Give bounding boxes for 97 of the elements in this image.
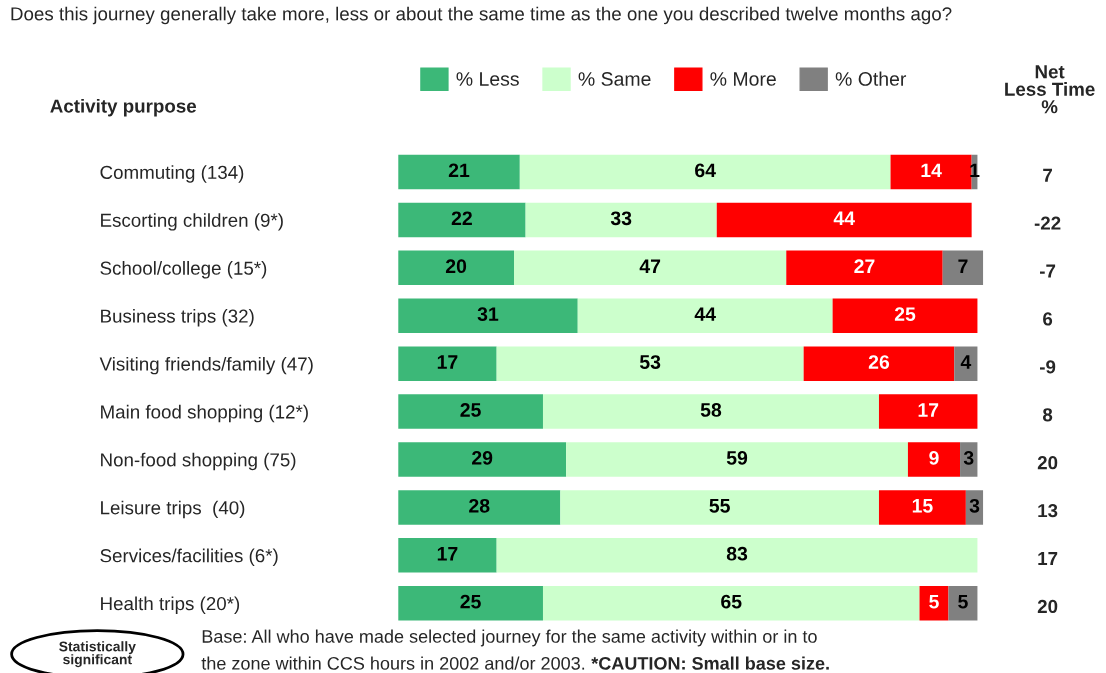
data-label: 44 bbox=[833, 211, 855, 225]
bar bbox=[398, 586, 543, 621]
bar bbox=[398, 298, 578, 334]
bar bbox=[398, 538, 497, 573]
data-label: 20 bbox=[445, 259, 467, 274]
y-tick-label: Business trips (32) bbox=[101, 308, 254, 327]
y-tick-label: Health trips (20*) bbox=[101, 596, 240, 614]
y-tick-label: Leisure trips (40) bbox=[101, 500, 245, 519]
data-label: 17 bbox=[437, 355, 458, 369]
data-label: 53 bbox=[639, 355, 661, 369]
bar bbox=[514, 250, 787, 286]
bar bbox=[560, 490, 879, 525]
data-label: 25 bbox=[894, 307, 916, 321]
data-label: 58 bbox=[700, 403, 722, 417]
chart-title: Does this journey generally take more, less or about the same time as the one you described twelve months ago? bbox=[11, 6, 952, 25]
data-label: 25 bbox=[460, 594, 481, 609]
bar bbox=[942, 250, 984, 286]
legend-label: % Less bbox=[456, 72, 519, 86]
data-label: 31 bbox=[477, 307, 499, 322]
bar bbox=[496, 346, 804, 381]
data-label: 64 bbox=[695, 163, 716, 178]
bar bbox=[542, 586, 920, 621]
data-label: 17 bbox=[437, 547, 458, 561]
bar bbox=[398, 394, 543, 429]
text: 8 bbox=[1042, 408, 1053, 422]
data-label: 14 bbox=[921, 163, 942, 178]
data-label: 3 bbox=[969, 498, 980, 513]
data-label: 3 bbox=[963, 450, 974, 465]
legend-label: % More bbox=[710, 72, 776, 86]
bar bbox=[398, 154, 520, 190]
data-label: 17 bbox=[918, 403, 939, 417]
data-label: 7 bbox=[958, 259, 968, 273]
text: -22 bbox=[1034, 216, 1061, 230]
data-label: 4 bbox=[960, 355, 972, 369]
bar bbox=[878, 394, 978, 429]
legend-label: % Other bbox=[835, 71, 907, 86]
bar bbox=[496, 538, 978, 573]
y-tick-label: Visiting friends/family (47) bbox=[99, 356, 313, 375]
bar bbox=[948, 586, 978, 621]
text: Net Less Time % bbox=[1005, 65, 1095, 114]
data-label: 22 bbox=[451, 211, 472, 225]
bar bbox=[525, 202, 717, 238]
y-axis-title: Activity purpose bbox=[50, 98, 197, 117]
data-label: 25 bbox=[460, 403, 481, 417]
text: 7 bbox=[1043, 168, 1052, 182]
text: Statistically significant bbox=[59, 641, 136, 668]
data-label: 59 bbox=[726, 450, 748, 465]
bar bbox=[832, 298, 978, 334]
bar bbox=[398, 346, 497, 381]
text: the zone within CCS hours in 2002 and/or 2003. bbox=[201, 656, 585, 670]
bar bbox=[919, 586, 949, 621]
y-tick-label: Commuting (134) bbox=[100, 165, 244, 183]
bar bbox=[716, 202, 972, 238]
text: 6 bbox=[1043, 312, 1053, 326]
data-label: 28 bbox=[469, 498, 490, 513]
data-label: 21 bbox=[448, 163, 470, 178]
text: *CAUTION: Small base size. bbox=[591, 656, 829, 670]
bar bbox=[954, 346, 978, 381]
text: 20 bbox=[1037, 456, 1058, 470]
y-tick-label: Main food shopping (12*) bbox=[101, 404, 308, 423]
data-label: 27 bbox=[854, 259, 875, 273]
data-label: 15 bbox=[912, 499, 933, 513]
text: 20 bbox=[1037, 599, 1058, 614]
bar bbox=[542, 394, 879, 429]
data-label: 5 bbox=[958, 594, 968, 609]
bar bbox=[878, 490, 966, 525]
data-label: 9 bbox=[929, 450, 939, 465]
text: 13 bbox=[1038, 503, 1058, 518]
bar bbox=[890, 154, 972, 190]
legend-label: % Same bbox=[578, 72, 651, 86]
data-label: 55 bbox=[709, 499, 730, 513]
bar bbox=[566, 442, 908, 477]
data-label: 47 bbox=[639, 259, 661, 273]
data-label: 83 bbox=[726, 546, 748, 561]
bar bbox=[398, 490, 561, 525]
y-tick-label: Escorting children (9*) bbox=[101, 213, 283, 231]
bar bbox=[519, 154, 891, 190]
data-label: 5 bbox=[929, 594, 939, 609]
text: -9 bbox=[1039, 360, 1056, 374]
y-tick-label: School/college (15*) bbox=[100, 261, 267, 279]
data-label: 29 bbox=[472, 450, 493, 465]
text: Base: All who have made selected journey for the same activity within or in to bbox=[202, 629, 817, 647]
y-tick-label: Services/facilities (6*) bbox=[100, 548, 278, 567]
bar bbox=[786, 250, 943, 286]
data-label: 33 bbox=[610, 211, 632, 226]
y-tick-label: Non-food shopping (75) bbox=[101, 452, 296, 471]
bar bbox=[577, 298, 833, 334]
data-label: 44 bbox=[694, 307, 716, 321]
data-label: 65 bbox=[721, 594, 742, 609]
bar bbox=[398, 250, 515, 286]
bar bbox=[398, 202, 526, 238]
bar bbox=[907, 442, 961, 477]
text: -7 bbox=[1039, 264, 1056, 278]
bar bbox=[803, 346, 955, 381]
text: 17 bbox=[1038, 552, 1058, 565]
data-label: 26 bbox=[868, 355, 890, 369]
bar bbox=[398, 442, 567, 477]
